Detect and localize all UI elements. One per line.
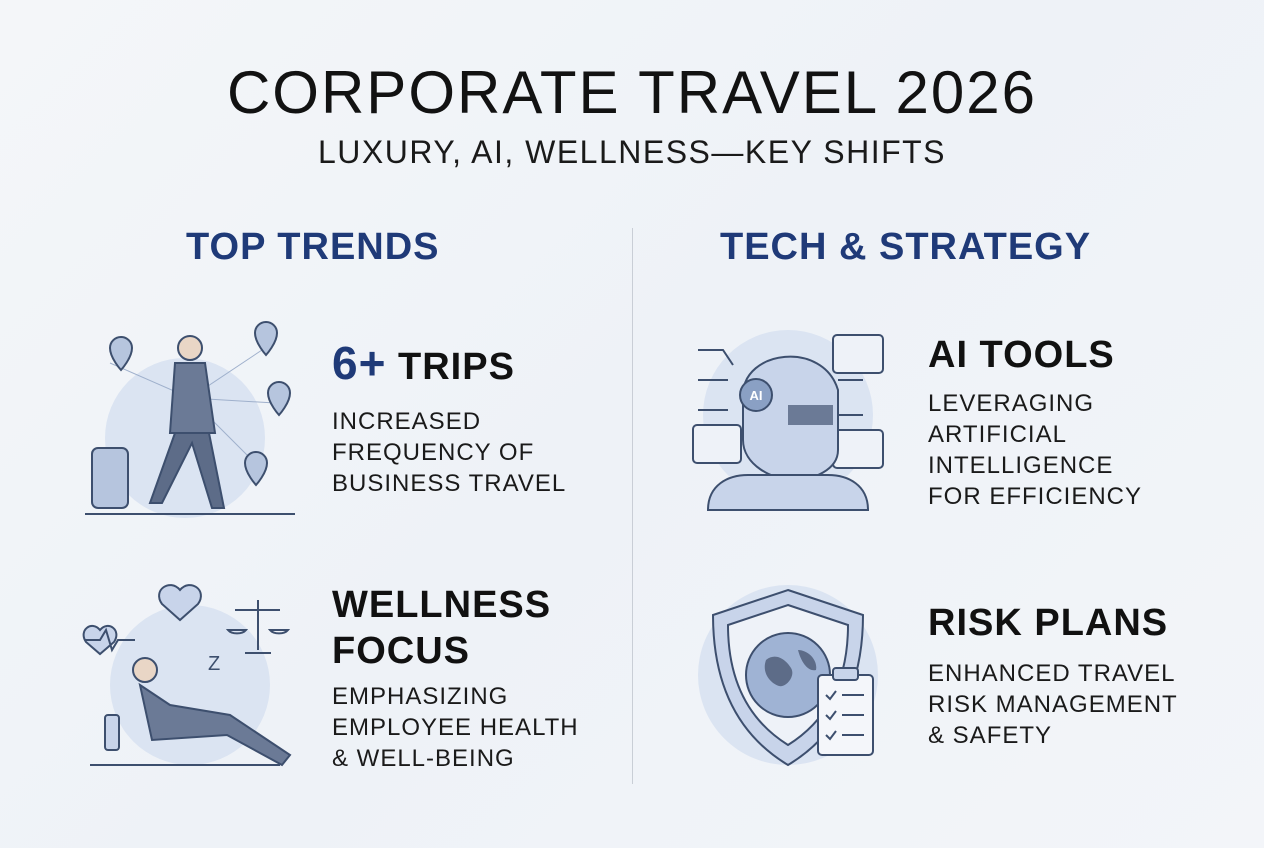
ai-tools-description: LEVERAGING ARTIFICIAL INTELLIGENCE FOR E… xyxy=(928,388,1142,512)
desc-line: LEVERAGING xyxy=(928,390,1095,417)
column-divider xyxy=(632,228,633,784)
desc-line: BUSINESS TRAVEL xyxy=(332,470,567,497)
desc-line: INCREASED xyxy=(332,408,482,435)
risk-plans-description: ENHANCED TRAVEL RISK MANAGEMENT & SAFETY xyxy=(928,658,1178,751)
desc-line: ENHANCED TRAVEL xyxy=(928,660,1176,687)
trips-description: INCREASED FREQUENCY OF BUSINESS TRAVEL xyxy=(332,406,566,499)
desc-line: EMPHASIZING xyxy=(332,683,509,710)
desc-line: ARTIFICIAL xyxy=(928,421,1067,448)
wellness-title: WELLNESS FOCUS xyxy=(332,582,551,674)
svg-text:Z: Z xyxy=(208,653,220,675)
wellness-relaxing-icon: Z xyxy=(82,584,292,767)
ai-tools-title: AI TOOLS xyxy=(928,334,1115,376)
wellness-title-line: WELLNESS xyxy=(332,584,552,626)
risk-plans-title: RISK PLANS xyxy=(928,602,1169,644)
desc-line: RISK MANAGEMENT xyxy=(928,691,1178,718)
desc-line: & SAFETY xyxy=(928,722,1053,749)
trips-highlight: 6+ xyxy=(332,337,387,389)
shield-globe-checklist-icon xyxy=(698,585,878,767)
trips-title: 6+ TRIPS xyxy=(332,340,515,390)
section-heading-top-trends: TOP TRENDS xyxy=(186,226,440,268)
wellness-description: EMPHASIZING EMPLOYEE HEALTH & WELL-BEING xyxy=(332,681,579,774)
ai-badge: AI xyxy=(750,388,763,403)
desc-line: & WELL-BEING xyxy=(332,745,515,772)
desc-line: EMPLOYEE HEALTH xyxy=(332,714,579,741)
ai-robot-icon: AI xyxy=(692,330,884,511)
page-title: CORPORATE TRAVEL 2026 xyxy=(226,59,1038,126)
page-subtitle: LUXURY, AI, WELLNESS—KEY SHIFTS xyxy=(317,134,947,170)
wellness-title-line: FOCUS xyxy=(332,630,470,672)
section-heading-tech-strategy: TECH & STRATEGY xyxy=(720,226,1092,268)
desc-line: INTELLIGENCE xyxy=(928,452,1114,479)
trips-label: TRIPS xyxy=(398,346,515,388)
desc-line: FREQUENCY OF xyxy=(332,439,535,466)
desc-line: FOR EFFICIENCY xyxy=(928,483,1143,510)
business-traveler-icon xyxy=(85,321,295,518)
